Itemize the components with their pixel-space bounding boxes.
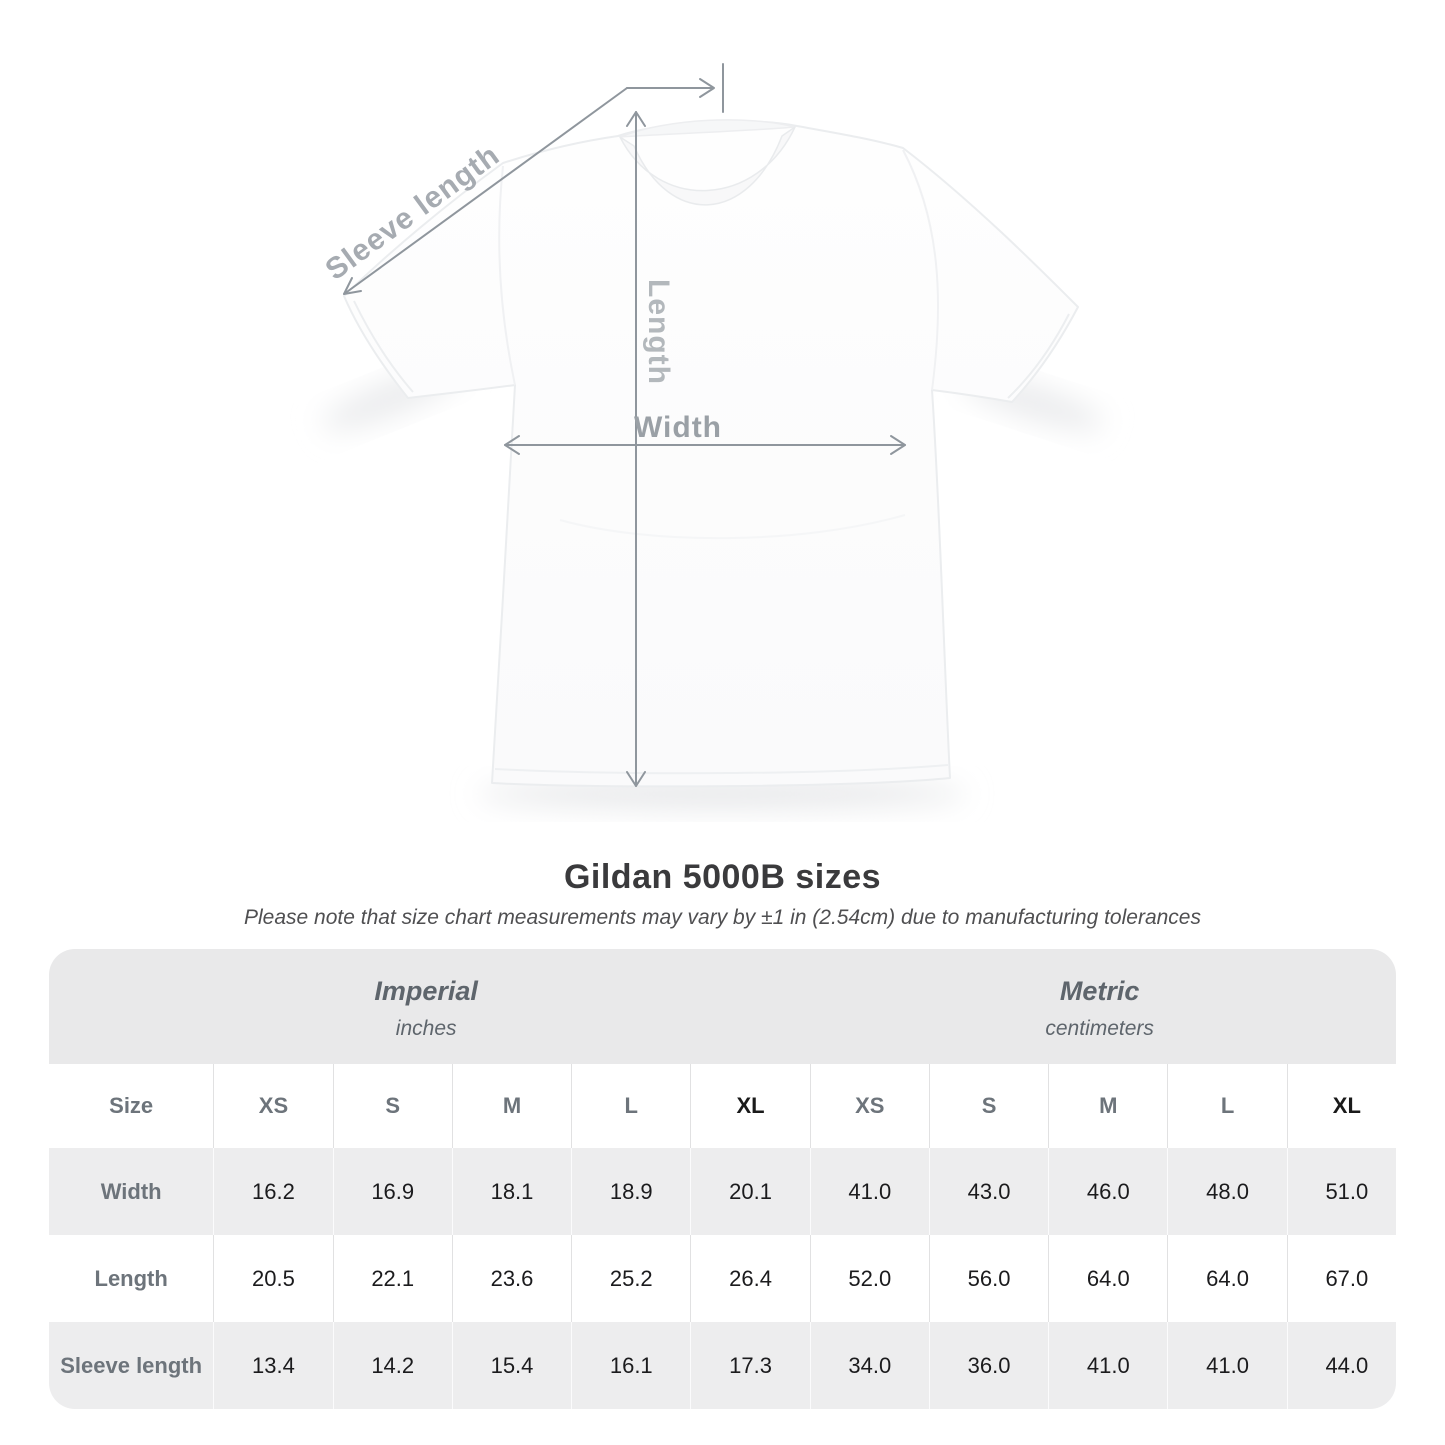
table-cell: 25.2 xyxy=(571,1235,690,1322)
size-header-cell: S xyxy=(928,1064,1048,1148)
table-cell: 16.2 xyxy=(213,1148,332,1235)
row-label: Width xyxy=(100,1178,162,1204)
unit-group-unit: inches xyxy=(395,1017,457,1040)
size-header-cell: XS xyxy=(809,1064,929,1148)
table-cell: 64.0 xyxy=(1167,1235,1286,1322)
table-cell: 16.9 xyxy=(332,1148,452,1235)
table-cell: 41.0 xyxy=(1048,1322,1167,1409)
size-column-header: Size xyxy=(109,1093,154,1118)
table-cell: 44.0 xyxy=(1286,1322,1396,1409)
width-arrow xyxy=(504,435,906,455)
table-cell: 52.0 xyxy=(809,1235,929,1322)
tshirt-left-sleeve-seam xyxy=(498,165,516,386)
table-cell: 22.1 xyxy=(332,1235,452,1322)
table-cell: 51.0 xyxy=(1286,1148,1396,1235)
unit-group-name: Imperial xyxy=(374,976,478,1006)
table-cell: 18.9 xyxy=(571,1148,690,1235)
size-header-cell: L xyxy=(571,1064,690,1148)
table-cell: 56.0 xyxy=(928,1235,1048,1322)
table-row-width: Width 16.2 16.9 18.1 18.9 20.1 41.0 43.0… xyxy=(49,1148,1396,1235)
table-cell: 23.6 xyxy=(451,1235,571,1322)
table-cell: 14.2 xyxy=(332,1322,452,1409)
table-cell: 18.1 xyxy=(451,1148,571,1235)
tshirt-collar-band xyxy=(619,126,796,206)
width-label: Width xyxy=(634,411,722,444)
table-cell: 20.1 xyxy=(690,1148,809,1235)
table-cell: 15.4 xyxy=(451,1322,571,1409)
unit-group-imperial: Imperial inches xyxy=(49,949,803,1064)
sleeve-length-arrow xyxy=(343,63,724,295)
table-cell: 41.0 xyxy=(1167,1322,1286,1409)
tshirt-right-sleeve-hem xyxy=(1007,313,1070,399)
table-cell: 20.5 xyxy=(213,1235,332,1322)
table-row-sleeve-length: Sleeve length 13.4 14.2 15.4 16.1 17.3 3… xyxy=(49,1322,1396,1409)
table-cell: 17.3 xyxy=(690,1322,809,1409)
table-cell: 13.4 xyxy=(213,1322,332,1409)
tshirt-body xyxy=(343,120,1079,788)
unit-group-metric: Metric centimeters xyxy=(803,949,1396,1064)
unit-group-unit: centimeters xyxy=(1045,1017,1154,1040)
table-cell: 16.1 xyxy=(571,1322,690,1409)
unit-group-name: Metric xyxy=(1059,976,1140,1006)
tshirt-graphic xyxy=(322,119,1104,808)
tshirt-left-sleeve-hem xyxy=(353,300,414,393)
size-table: Imperial inches Metric centimeters Size … xyxy=(49,949,1396,1409)
length-arrow xyxy=(626,111,646,787)
size-header-cell: XL xyxy=(690,1064,809,1148)
length-label: Length xyxy=(642,279,675,385)
measurement-annotations xyxy=(343,63,906,787)
size-header-cell: M xyxy=(451,1064,571,1148)
tshirt-right-sleeve-seam xyxy=(902,149,940,391)
table-cell: 26.4 xyxy=(690,1235,809,1322)
page-title: Gildan 5000B sizes xyxy=(563,858,882,896)
table-row-length: Length 20.5 22.1 23.6 25.2 26.4 52.0 56.… xyxy=(49,1235,1396,1322)
tshirt-bottom-hem-stitch xyxy=(494,764,949,775)
row-label: Length xyxy=(94,1265,168,1291)
unit-header-row: Imperial inches Metric centimeters xyxy=(49,949,1396,1064)
table-cell: 36.0 xyxy=(928,1322,1048,1409)
size-header-cell: S xyxy=(332,1064,452,1148)
table-cell: 43.0 xyxy=(928,1148,1048,1235)
table-cell: 64.0 xyxy=(1048,1235,1167,1322)
table-cell: 41.0 xyxy=(809,1148,929,1235)
size-header-cell: M xyxy=(1048,1064,1167,1148)
row-label: Sleeve length xyxy=(60,1352,203,1378)
table-cell: 34.0 xyxy=(809,1322,929,1409)
size-header-cell: XS xyxy=(213,1064,332,1148)
tolerance-note: Please note that size chart measurements… xyxy=(244,906,1201,929)
table-cell: 67.0 xyxy=(1286,1235,1396,1322)
size-header-cell: L xyxy=(1167,1064,1286,1148)
size-header-cell: XL xyxy=(1286,1064,1396,1148)
table-cell: 48.0 xyxy=(1167,1148,1286,1235)
size-header-row: Size XS S M L XL XS S M L XL xyxy=(49,1064,1396,1148)
tshirt-wrinkle xyxy=(559,514,906,540)
tshirt-measurement-diagram: Sleeve length Length Width xyxy=(320,63,1104,808)
table-cell: 46.0 xyxy=(1048,1148,1167,1235)
